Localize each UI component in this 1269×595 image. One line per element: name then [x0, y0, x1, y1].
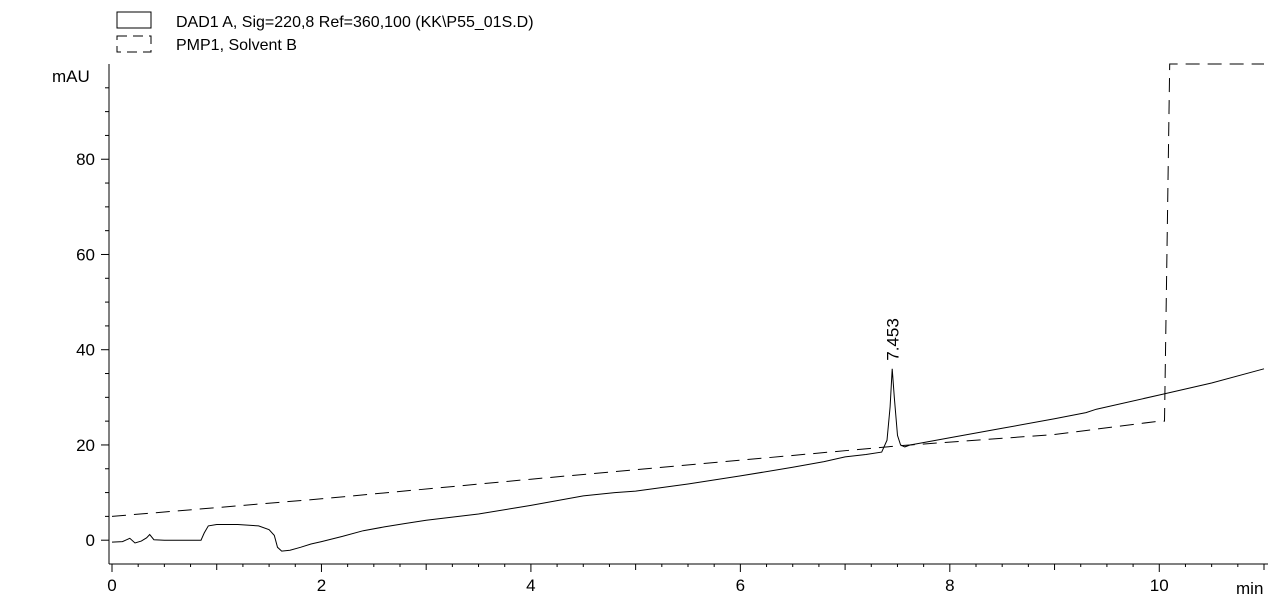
y-axis-unit: mAU: [52, 67, 90, 86]
annotation-layer: 7.453: [884, 318, 903, 361]
axes: 0 20 40 60 80 0 2 4 6 8 10: [76, 64, 1268, 595]
series-line-solvent-b: [111, 63, 1264, 517]
y-tick-label: 0: [86, 531, 95, 550]
legend-label-pmp1: PMP1, Solvent B: [176, 37, 297, 54]
legend-label-dad1: DAD1 A, Sig=220,8 Ref=360,100 (KK\P55_01…: [176, 14, 534, 31]
x-tick-label: 4: [526, 576, 535, 595]
y-tick-label: 20: [76, 436, 95, 455]
series-layer: [111, 63, 1265, 552]
x-tick-label: 8: [945, 576, 954, 595]
x-axis-unit: min: [1236, 579, 1263, 595]
series-line-dad1: [111, 368, 1265, 552]
y-tick-label: 80: [76, 150, 95, 169]
legend-swatch-dashed: [116, 35, 152, 53]
x-tick-label: 6: [736, 576, 745, 595]
legend: DAD1 A, Sig=220,8 Ref=360,100 (KK\P55_01…: [116, 11, 534, 54]
x-tick-label: 2: [317, 576, 326, 595]
y-tick-label: 40: [76, 341, 95, 360]
y-tick-label: 60: [76, 245, 95, 264]
legend-swatch-solid: [116, 11, 152, 29]
x-tick-label: 10: [1150, 576, 1169, 595]
x-tick-label: 0: [107, 576, 116, 595]
peak-label: 7.453: [884, 318, 903, 361]
